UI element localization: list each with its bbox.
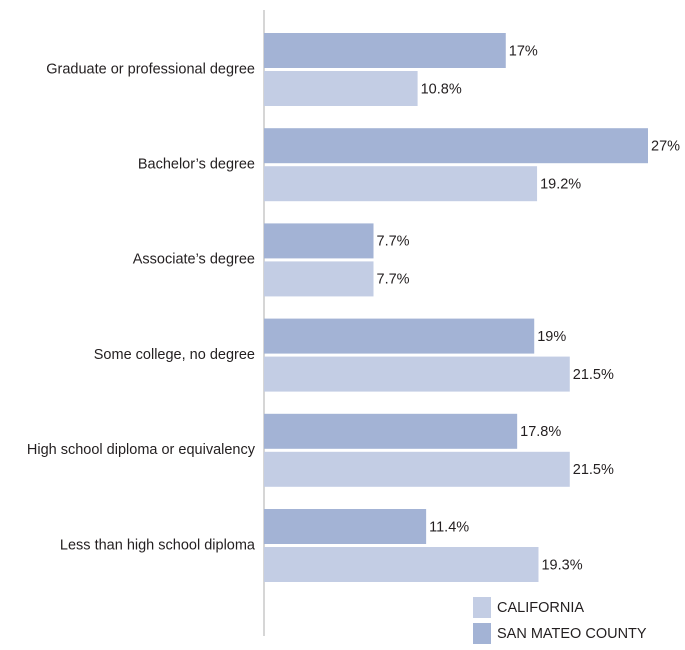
value-label: 19% xyxy=(537,329,566,345)
value-label: 17.8% xyxy=(520,424,561,440)
value-label: 19.2% xyxy=(540,177,581,193)
value-label: 19.3% xyxy=(541,557,582,573)
bar xyxy=(264,223,374,259)
bar xyxy=(264,413,518,449)
value-label: 10.8% xyxy=(421,81,462,97)
category-label: Bachelor’s degree xyxy=(138,157,255,173)
value-label: 7.7% xyxy=(377,272,410,288)
legend-swatch xyxy=(473,623,491,644)
legend-label: CALIFORNIA xyxy=(497,600,584,616)
value-label: 17% xyxy=(509,43,538,59)
bar xyxy=(264,318,535,354)
value-label: 21.5% xyxy=(573,462,614,478)
bar xyxy=(264,128,648,164)
value-label: 11.4% xyxy=(429,519,469,535)
bar xyxy=(264,166,538,202)
category-label: Associate’s degree xyxy=(133,252,255,268)
legend-label: SAN MATEO COUNTY xyxy=(497,626,647,642)
category-label: Graduate or professional degree xyxy=(46,61,255,77)
bar xyxy=(264,356,570,392)
legend-swatch xyxy=(473,597,491,618)
bar xyxy=(264,261,374,297)
value-label: 21.5% xyxy=(573,367,614,383)
category-label: High school diploma or equivalency xyxy=(27,442,256,458)
bar xyxy=(264,71,418,106)
bar xyxy=(264,547,539,582)
category-label: Some college, no degree xyxy=(94,347,255,363)
value-label: 27% xyxy=(651,139,680,155)
bar xyxy=(264,509,427,544)
value-label: 7.7% xyxy=(377,234,410,250)
bar xyxy=(264,451,570,487)
category-label: Less than high school diploma xyxy=(60,537,256,553)
bar xyxy=(264,33,506,68)
